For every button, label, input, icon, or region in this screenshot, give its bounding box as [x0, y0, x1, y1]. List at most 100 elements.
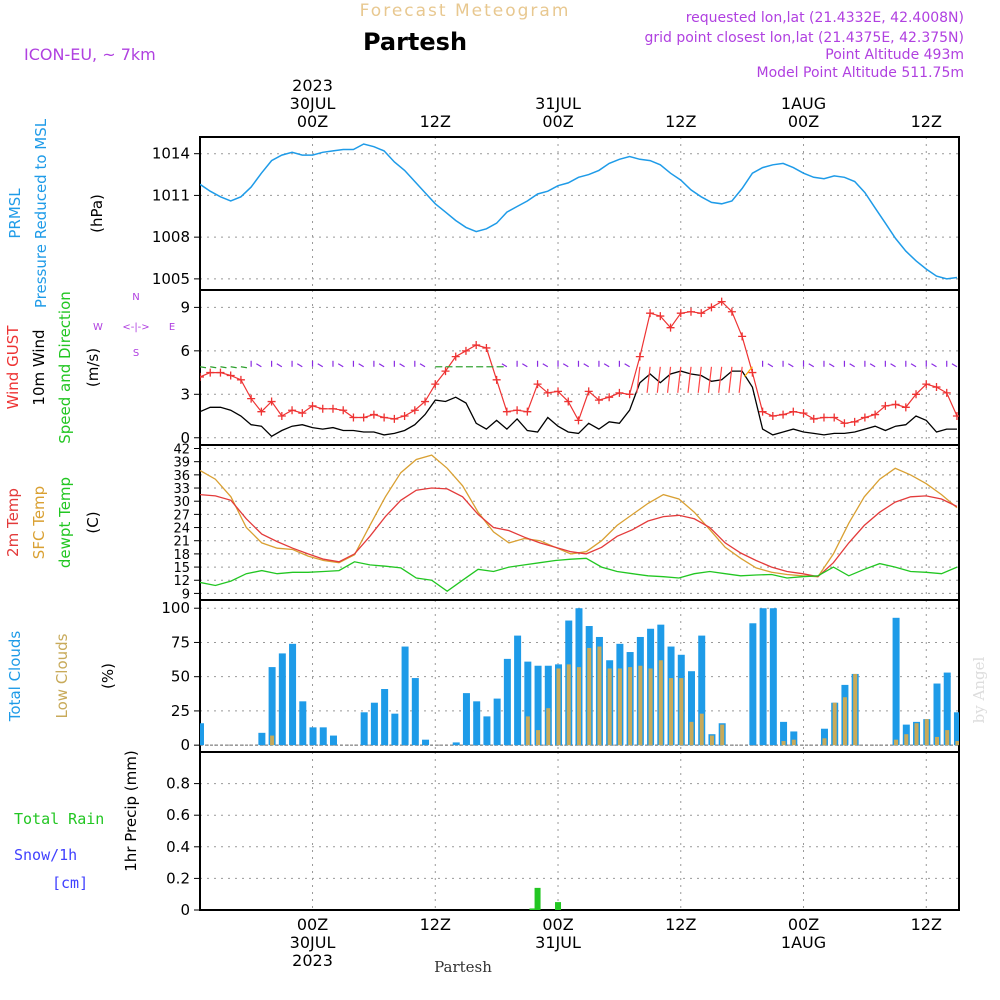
rain-bar [529, 908, 536, 910]
gust-point [472, 341, 481, 350]
time-label-bottom: 00Z [788, 915, 819, 934]
gust-point [554, 387, 563, 396]
ytick-label: 36 [173, 469, 190, 484]
ylabel: (%) [99, 663, 117, 689]
gust-point [676, 309, 685, 318]
grid-point-coords: grid point closest lon,lat (21.4375E, 42… [644, 30, 964, 46]
total-cloud-bar [483, 716, 491, 746]
gust-point [922, 380, 931, 389]
ytick-label: 3 [180, 385, 190, 403]
wind-direction-arrow [687, 366, 692, 393]
gust-point [768, 412, 777, 421]
gust-point [328, 404, 337, 413]
time-label-top: 2023 [292, 76, 333, 95]
ylabel: Low Clouds [53, 633, 71, 718]
ytick-label: 30 [173, 495, 190, 510]
total-cloud-bar [289, 643, 297, 746]
gust-point [400, 412, 409, 421]
ylabel: 10m Wind [30, 329, 48, 405]
gust-point [492, 375, 501, 384]
gust-point [247, 394, 256, 403]
plot-area [200, 297, 959, 438]
gust-point [666, 323, 675, 332]
compass-e: E [169, 322, 175, 333]
low-cloud-bar [638, 665, 643, 746]
wind-direction-arrow [378, 363, 385, 368]
wind-direction-arrow [808, 363, 815, 368]
ytick-label: 0.2 [166, 869, 190, 887]
plot-area [200, 143, 958, 280]
ytick-label: 12 [173, 574, 190, 589]
time-label-bottom: 31JUL [535, 933, 581, 952]
wind-direction-arrow [522, 363, 528, 368]
total-cloud-bar [953, 712, 959, 746]
total-cloud-bar [759, 608, 767, 746]
panel-pressure: 1005 1008 1011 1014 PRMSL Pressure Reduced to… [6, 118, 960, 308]
ytick-label: 21 [173, 535, 190, 550]
gust-point [200, 372, 204, 381]
wind-direction-arrow [787, 363, 794, 368]
gust-point [421, 397, 430, 406]
gust-point [441, 367, 450, 376]
ytick-label: 15 [173, 561, 190, 576]
wind-direction-arrow [501, 363, 508, 368]
gust-point [359, 413, 368, 422]
low-cloud-bar [914, 723, 919, 746]
wind-direction-arrow [562, 363, 569, 368]
gust-point [932, 383, 941, 392]
total-cloud-bar [892, 617, 900, 746]
low-cloud-bar [536, 730, 541, 746]
panel-clouds: 0 25 50 75 100 Total Clouds Low Clouds (%) [6, 599, 960, 754]
wind-direction-arrow [636, 366, 641, 393]
low-cloud-bar [822, 738, 827, 746]
time-label-bottom: 1AUG [781, 933, 826, 952]
gust-point [369, 410, 378, 419]
panel-precip: 0 0.2 0.4 0.6 0.8 1hr Precip (mm) Total Rain Sn… [14, 750, 960, 919]
total-cloud-bar [411, 678, 419, 746]
gust-point [451, 352, 460, 361]
gust-point [809, 414, 818, 423]
ytick-label: 0 [180, 736, 190, 754]
total-cloud-bar [698, 635, 706, 746]
point-altitude: Point Altitude 493m [825, 47, 964, 63]
wind-direction-arrow [583, 363, 590, 368]
ytick-label: 0.6 [166, 806, 190, 824]
wind-direction-arrow [767, 363, 774, 368]
gust-point [533, 380, 542, 389]
gust-point [206, 368, 215, 377]
low-cloud-bar [842, 697, 847, 746]
gust-point [952, 412, 959, 421]
gust-point [942, 388, 951, 397]
gust-point [707, 303, 716, 312]
gust-point [758, 407, 767, 416]
gust-point [298, 409, 307, 418]
wind-direction-arrow [656, 366, 661, 393]
low-cloud-bar [832, 702, 837, 746]
low-cloud-bar [955, 741, 959, 746]
gust-point [717, 297, 726, 306]
ylabel: Wind GUST [4, 325, 22, 410]
gust-point [748, 368, 757, 377]
wind-direction-arrow [931, 363, 937, 368]
time-label-top: 12Z [420, 112, 451, 131]
wind-direction-arrow [542, 363, 549, 368]
wind-direction-arrow [738, 366, 743, 393]
requested-coords: requested lon,lat (21.4332E, 42.4008N) [686, 10, 964, 26]
ylabel: (hPa) [88, 194, 106, 233]
total-cloud-bar [401, 646, 409, 746]
low-cloud-bar [576, 667, 581, 746]
gust-point [461, 346, 470, 355]
compass-s: S [133, 348, 139, 359]
low-cloud-bar [894, 739, 899, 746]
gust-point [574, 416, 583, 425]
pressure-line [200, 143, 958, 280]
low-cloud-bar [934, 736, 939, 746]
total-cloud-bar [309, 727, 317, 746]
wind-direction-arrow [707, 366, 713, 393]
wind-direction-arrow [419, 363, 426, 368]
compass-w: W [93, 322, 103, 333]
plot-area [200, 608, 959, 746]
low-cloud-bar [709, 735, 714, 746]
ylabel: 1hr Precip (mm) [122, 750, 140, 871]
gust-point [779, 410, 788, 419]
